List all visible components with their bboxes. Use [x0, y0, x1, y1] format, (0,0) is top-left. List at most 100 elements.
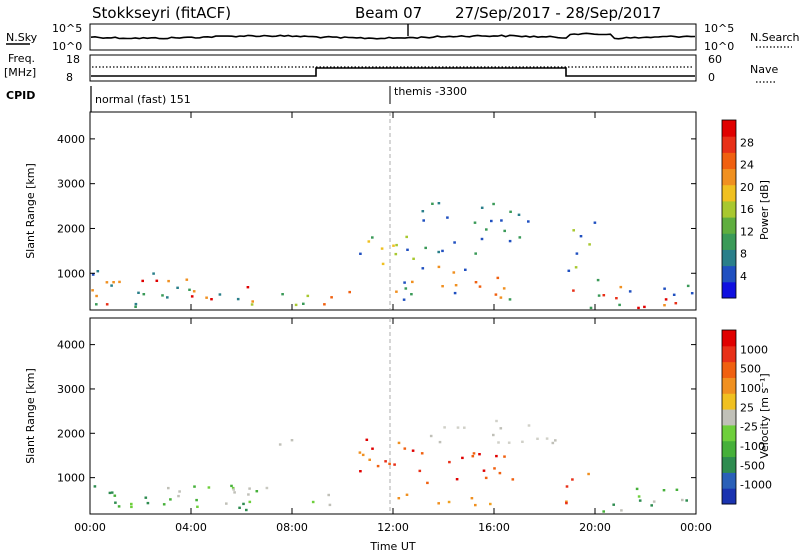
- range-gate-cell: [489, 502, 492, 506]
- colorbar-tick-label: 24: [740, 159, 754, 172]
- colorbar-tick-label: 1000: [740, 343, 768, 356]
- range-gate-cell: [395, 290, 398, 293]
- range-gate-cell: [597, 294, 601, 297]
- colorbar-segment: [722, 217, 736, 234]
- range-gate-cell: [638, 499, 642, 502]
- range-gate-cell: [485, 228, 488, 231]
- range-gate-cell: [448, 460, 451, 464]
- colorbar-tick-label: 100: [740, 382, 761, 395]
- range-gate-cell: [637, 306, 640, 310]
- colorbar-segment: [722, 265, 736, 283]
- range-gate-cell: [503, 455, 506, 458]
- range-gate-cell: [517, 213, 521, 216]
- range-gate-cell: [96, 270, 100, 273]
- range-gate-cell: [411, 280, 414, 284]
- colorbar-segment: [722, 152, 736, 170]
- range-gate-cell: [602, 510, 605, 513]
- range-gate-cell: [618, 303, 621, 307]
- velocity-panel-frame: [89, 317, 697, 515]
- range-gate-cell: [117, 505, 121, 508]
- range-gate-cell: [565, 485, 569, 488]
- colorbar-segment: [722, 409, 736, 426]
- range-gate-cell: [443, 426, 446, 429]
- range-gate-cell: [681, 498, 684, 502]
- range-gate-cell: [643, 305, 646, 309]
- nave-label: Nave: [750, 63, 778, 76]
- range-gate-cell: [455, 478, 459, 481]
- y-tick-label: 3000: [57, 178, 85, 191]
- range-gate-cell: [403, 281, 406, 284]
- range-gate-cell: [620, 509, 623, 512]
- range-gate-cell: [480, 206, 484, 209]
- range-gate-cell: [492, 202, 495, 206]
- colorbar-segment: [722, 456, 736, 473]
- range-gate-cell: [441, 285, 444, 288]
- range-gate-cell: [456, 426, 460, 429]
- y-tick-label: 4000: [57, 133, 85, 146]
- power-colorbar: 4 8 12 16 20 24 28: [721, 119, 754, 299]
- range-gate-cell: [492, 433, 495, 437]
- range-gate-cell: [205, 296, 208, 299]
- range-gate-cell: [166, 296, 169, 299]
- colorbar-tick-label: 8: [740, 248, 747, 261]
- range-gate-cell: [225, 502, 228, 505]
- range-gate-cell: [137, 291, 140, 294]
- range-gate-cell: [388, 462, 391, 465]
- range-gate-cell: [463, 426, 466, 429]
- noise-panel-frame: [89, 23, 697, 51]
- range-gate-cell: [178, 490, 181, 493]
- range-gate-cell: [392, 244, 395, 247]
- range-gate-cell: [446, 216, 449, 219]
- range-gate-cell: [155, 279, 159, 282]
- colorbar-segment: [722, 233, 736, 250]
- range-gate-cell: [402, 298, 406, 301]
- range-gate-cell: [395, 243, 398, 247]
- range-gate-cell: [589, 306, 593, 310]
- colorbar-tick-label: 28: [740, 136, 754, 149]
- range-gate-cell: [142, 293, 146, 296]
- range-gate-cell: [411, 449, 415, 452]
- range-gate-cell: [113, 494, 117, 497]
- range-gate-cell: [503, 229, 506, 233]
- range-gate-cell: [195, 498, 198, 502]
- colorbar-segment: [722, 281, 736, 299]
- nsky-tick-top: 10^5: [52, 22, 82, 35]
- velocity-y-ticks: 1000 2000 3000 4000: [57, 339, 696, 485]
- range-gate-cell: [420, 452, 424, 455]
- range-gate-cell: [567, 269, 571, 272]
- range-gate-cell: [464, 268, 467, 271]
- range-gate-cell: [167, 486, 170, 490]
- range-gate-cell: [536, 437, 539, 440]
- nave-tick-top: 60: [708, 53, 722, 66]
- range-gate-cell: [502, 287, 506, 290]
- range-gate-cell: [365, 438, 369, 441]
- colorbar-tick-label: 12: [740, 225, 754, 238]
- date-range: 27/Sep/2017 - 28/Sep/2017: [455, 4, 661, 22]
- range-gate-cell: [429, 434, 433, 438]
- range-gate-cell: [575, 252, 579, 255]
- range-gate-cell: [421, 267, 425, 270]
- range-gate-cell: [193, 485, 196, 488]
- range-gate-cell: [662, 489, 666, 492]
- range-gate-cell: [452, 271, 456, 274]
- velocity-colorbar-label: Velocity [m s⁻¹]: [758, 373, 771, 458]
- range-gate-cell: [281, 293, 284, 296]
- x-tick-label: 20:00: [579, 521, 611, 534]
- range-gate-cell: [105, 303, 109, 306]
- nsearch-tick-top: 10^5: [704, 22, 734, 35]
- range-gate-cell: [248, 487, 251, 490]
- range-gate-cell: [422, 219, 425, 222]
- range-gate-cell: [105, 281, 109, 284]
- range-gate-cell: [579, 235, 583, 238]
- range-gate-cell: [521, 440, 524, 443]
- nsearch-label: N.Search: [750, 31, 800, 44]
- range-gate-cell: [238, 506, 241, 509]
- range-gate-cell: [496, 276, 500, 280]
- range-gate-cell: [596, 278, 600, 282]
- range-gate-cell: [251, 300, 254, 303]
- range-gate-cell: [652, 500, 656, 503]
- colorbar-segment: [722, 168, 736, 186]
- range-gate-cell: [376, 464, 380, 468]
- range-gate-cell: [470, 497, 474, 500]
- range-gate-cell: [664, 298, 668, 301]
